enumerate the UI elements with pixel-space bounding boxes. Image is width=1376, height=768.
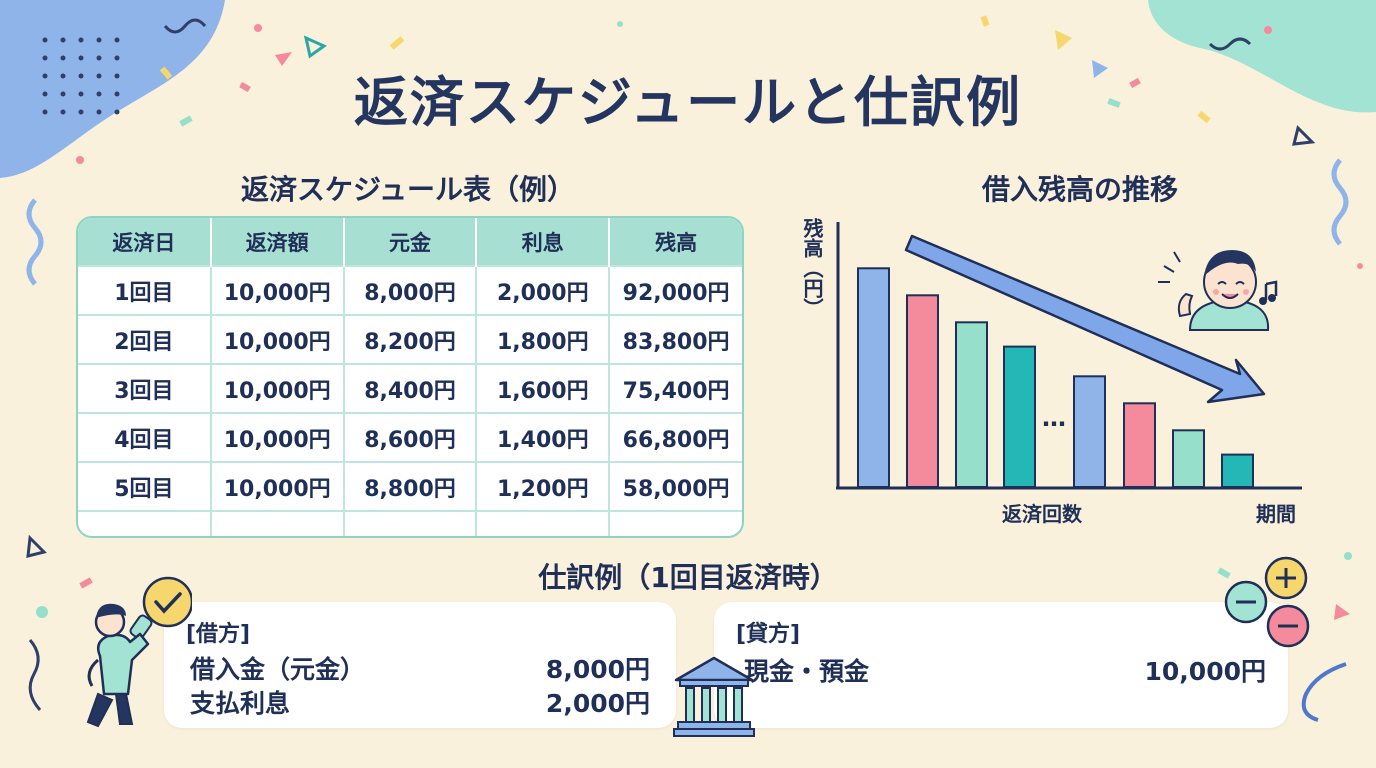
table-cell: … [78, 510, 212, 536]
chart-xlabel-end: 期間 [1256, 502, 1296, 526]
credit-account: 現金・預金 [744, 657, 870, 686]
table-row: 3回目 10,000円 8,400円 1,600円 75,400円 [78, 363, 742, 413]
table-cell: 8,000円 [343, 265, 478, 315]
table-cell: 1,800円 [476, 314, 611, 364]
table-cell: 8,800円 [343, 461, 478, 511]
table-cell: 10,000円 [210, 412, 345, 462]
table-cell: 1,400円 [476, 412, 611, 462]
balance-chart [836, 222, 1302, 490]
table-cell: … [609, 510, 742, 536]
coin-plus-icon [1224, 556, 1310, 648]
debit-account: 借入金（元金） [190, 655, 366, 684]
table-cell: … [343, 510, 478, 536]
credit-card: [貸方] 現金・預金 10,000円 [714, 602, 1288, 728]
table-row: 5回目 10,000円 8,800円 1,200円 58,000円 [78, 461, 742, 511]
table-cell: 10,000円 [210, 461, 345, 511]
decrease-arrow-icon [904, 234, 1266, 404]
table-cell: 1,600円 [476, 363, 611, 413]
col-header-date: 返済日 [78, 218, 212, 266]
chart-bar [1221, 453, 1254, 489]
table-cell: 58,000円 [609, 461, 742, 511]
bank-icon [673, 656, 755, 737]
table-row: 4回目 10,000円 8,600円 1,400円 66,800円 [78, 412, 742, 462]
table-row: 2回目 10,000円 8,200円 1,800円 83,800円 [78, 314, 742, 364]
chart-bar [1123, 402, 1156, 488]
chart-bars [857, 267, 1254, 489]
debit-amount: 8,000円 [545, 655, 650, 684]
chart-bar [1073, 375, 1106, 488]
table-cell: … [476, 510, 611, 536]
debit-amount: 2,000円 [545, 689, 650, 718]
col-header-balance: 残高 [609, 218, 742, 266]
chart-bar [906, 294, 939, 488]
journal-title: 仕訳例（1回目返済時） [538, 561, 838, 594]
table-header-row: 返済日 返済額 元金 利息 残高 [78, 218, 742, 266]
credit-heading: [貸方] [736, 622, 801, 647]
table-cell: 92,000円 [609, 265, 742, 315]
table-cell: 1,200円 [476, 461, 611, 511]
happy-person-icon [1158, 250, 1270, 331]
table-cell: 1回目 [78, 265, 212, 315]
table-cell: 2回目 [78, 314, 212, 364]
table-cell: … [210, 510, 345, 536]
table-cell: 8,600円 [343, 412, 478, 462]
col-header-interest: 利息 [476, 218, 611, 266]
table-row: … … … … … [78, 510, 742, 536]
table-cell: 3回目 [78, 363, 212, 413]
schedule-table: 返済日 返済額 元金 利息 残高 1回目 10,000円 8,000円 2,00… [76, 216, 744, 538]
table-cell: 10,000円 [210, 363, 345, 413]
person-with-check-icon [86, 576, 192, 728]
schedule-title: 返済スケジュール表（例） [240, 173, 576, 206]
chart-bar [955, 321, 988, 488]
chart-bar [1172, 429, 1205, 489]
table-cell: 66,800円 [609, 412, 742, 462]
chart-bar [1003, 345, 1036, 488]
chart-ellipsis: … [1042, 404, 1066, 432]
table-row: 1回目 10,000円 8,000円 2,000円 92,000円 [78, 265, 742, 315]
table-cell: 8,400円 [343, 363, 478, 413]
music-note-icon [1259, 280, 1278, 305]
debit-card: [借方] 借入金（元金） 8,000円 支払利息 2,000円 [164, 602, 676, 728]
chart-bar [857, 267, 890, 488]
table-cell: 4回目 [78, 412, 212, 462]
col-header-payment: 返済額 [210, 218, 345, 266]
table-cell: 75,400円 [609, 363, 742, 413]
chart-xlabel: 返済回数 [1002, 502, 1082, 526]
credit-amount: 10,000円 [1144, 657, 1266, 686]
table-cell: 2,000円 [476, 265, 611, 315]
table-cell: 5回目 [78, 461, 212, 511]
table-cell: 83,800円 [609, 314, 742, 364]
chart-ylabel: 残高（円） [800, 218, 824, 318]
table-cell: 10,000円 [210, 265, 345, 315]
page-title: 返済スケジュールと仕訳例 [353, 71, 1023, 134]
col-header-principal: 元金 [343, 218, 478, 266]
debit-account: 支払利息 [190, 689, 291, 718]
table-cell: 10,000円 [210, 314, 345, 364]
chart-title: 借入残高の推移 [981, 173, 1178, 206]
debit-heading: [借方] [186, 622, 251, 647]
table-cell: 8,200円 [343, 314, 478, 364]
